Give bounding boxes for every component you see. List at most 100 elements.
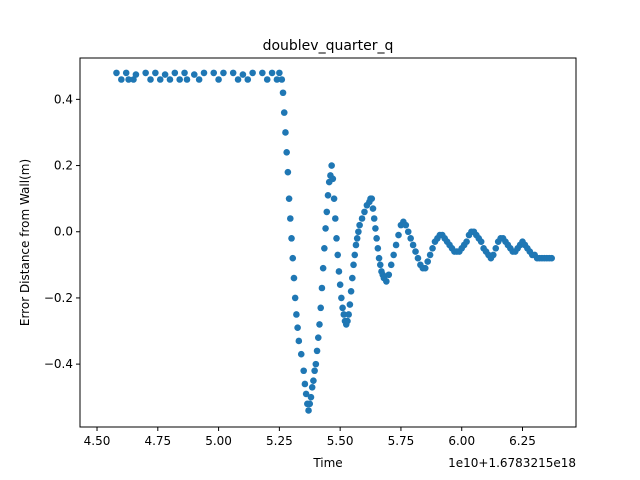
data-point xyxy=(118,76,125,83)
data-point xyxy=(125,76,132,83)
data-point xyxy=(345,311,352,318)
data-point xyxy=(372,225,379,232)
data-point xyxy=(321,244,328,252)
data-point xyxy=(311,367,318,375)
data-point xyxy=(383,278,390,285)
data-point xyxy=(215,76,222,83)
data-point xyxy=(421,264,429,272)
data-point xyxy=(200,69,208,77)
data-point xyxy=(352,241,360,249)
data-point xyxy=(361,208,368,216)
data-point xyxy=(301,380,309,388)
data-point xyxy=(259,69,266,77)
data-point xyxy=(395,231,402,239)
y-axis-label: Error Distance from Wall(m) xyxy=(18,159,32,326)
data-point xyxy=(249,69,256,77)
data-point xyxy=(293,311,300,318)
x-tick-label: 5.00 xyxy=(205,434,232,448)
y-tick-label: −0.4 xyxy=(44,357,73,371)
data-point xyxy=(312,360,320,368)
data-point xyxy=(344,317,351,325)
data-point xyxy=(280,109,288,116)
data-point xyxy=(370,215,378,222)
data-point xyxy=(305,407,312,414)
data-point xyxy=(463,238,470,245)
data-point xyxy=(392,241,400,249)
data-point xyxy=(220,69,227,77)
data-point xyxy=(294,324,301,332)
x-tick-label: 5.50 xyxy=(327,434,354,448)
y-tick-label: 0.0 xyxy=(54,225,73,239)
data-point xyxy=(429,244,436,252)
y-axis-ticks: −0.4 −0.2 0.0 0.2 0.4 xyxy=(44,92,80,371)
data-point xyxy=(490,251,497,259)
data-point xyxy=(374,244,382,252)
data-point xyxy=(285,195,293,202)
data-point xyxy=(302,390,310,398)
data-point xyxy=(176,76,183,83)
x-axis-offset-label: 1e10+1.6783215e18 xyxy=(448,456,576,470)
data-point xyxy=(353,235,361,242)
data-point xyxy=(130,76,137,83)
data-point xyxy=(166,76,174,83)
data-point xyxy=(300,367,307,375)
data-point xyxy=(316,321,323,328)
data-point xyxy=(279,89,287,97)
data-point xyxy=(409,241,417,249)
data-point xyxy=(330,195,338,202)
data-point xyxy=(335,268,343,275)
data-point xyxy=(548,254,555,262)
data-point xyxy=(426,251,434,259)
data-point xyxy=(183,76,191,83)
data-point xyxy=(171,69,179,77)
data-point xyxy=(147,76,154,83)
data-point xyxy=(324,192,332,199)
data-point xyxy=(282,129,289,136)
data-point xyxy=(263,76,271,83)
data-point xyxy=(385,271,393,279)
data-point xyxy=(334,251,342,259)
data-point xyxy=(336,281,344,289)
data-point xyxy=(288,235,295,242)
data-point xyxy=(181,69,188,77)
data-point xyxy=(318,284,326,292)
data-point xyxy=(424,258,431,265)
data-point xyxy=(407,235,414,242)
data-point xyxy=(284,168,292,176)
x-tick-label: 4.75 xyxy=(144,434,171,448)
data-point xyxy=(273,76,281,83)
data-point xyxy=(319,264,327,272)
y-tick-label: −0.2 xyxy=(44,291,73,305)
data-point xyxy=(283,149,290,156)
data-point xyxy=(322,225,329,232)
data-point xyxy=(276,69,283,77)
data-point xyxy=(329,175,337,183)
data-point xyxy=(339,304,346,312)
data-point xyxy=(195,76,203,83)
data-point xyxy=(290,274,298,282)
data-point xyxy=(307,393,315,401)
data-point xyxy=(369,205,377,212)
data-point xyxy=(313,347,321,355)
data-points xyxy=(113,69,555,414)
data-point xyxy=(234,76,242,83)
x-tick-label: 5.25 xyxy=(266,434,293,448)
data-point xyxy=(308,383,316,391)
data-point xyxy=(295,337,303,345)
data-point xyxy=(190,71,198,78)
data-point xyxy=(349,274,356,282)
data-point xyxy=(156,76,164,83)
data-point xyxy=(375,254,383,262)
data-point xyxy=(331,215,339,222)
data-point xyxy=(404,228,412,236)
chart-title: doublev_quarter_q xyxy=(263,38,394,54)
data-point xyxy=(289,254,297,262)
data-point xyxy=(142,69,149,77)
data-point xyxy=(328,162,335,169)
x-tick-label: 5.75 xyxy=(388,434,415,448)
data-point xyxy=(356,221,363,229)
data-point xyxy=(297,350,305,358)
data-point xyxy=(358,215,366,222)
data-point xyxy=(340,311,348,318)
